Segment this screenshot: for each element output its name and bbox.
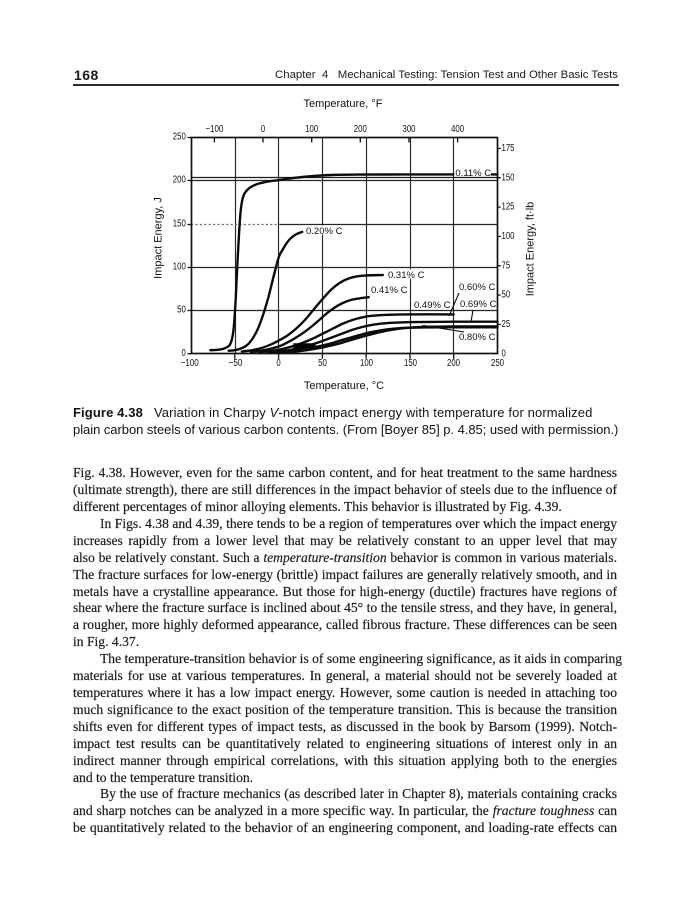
svg-text:200: 200 <box>447 358 460 369</box>
svg-text:100: 100 <box>360 358 373 369</box>
svg-text:Impact Energy, J: Impact Energy, J <box>152 197 164 279</box>
svg-text:0.60% C: 0.60% C <box>459 282 496 293</box>
svg-text:0.69% C: 0.69% C <box>460 299 497 310</box>
svg-text:0: 0 <box>261 124 266 135</box>
svg-text:25: 25 <box>502 319 511 330</box>
svg-text:0: 0 <box>502 348 507 359</box>
svg-text:0.80% C: 0.80% C <box>459 332 496 343</box>
svg-text:0.11% C: 0.11% C <box>455 168 491 179</box>
svg-text:0.20% C: 0.20% C <box>306 226 343 237</box>
svg-text:200: 200 <box>173 175 186 186</box>
svg-text:100: 100 <box>173 262 186 273</box>
svg-text:125: 125 <box>502 202 515 213</box>
svg-text:400: 400 <box>451 124 464 135</box>
svg-text:100: 100 <box>305 124 318 135</box>
svg-text:−100: −100 <box>205 124 223 135</box>
svg-text:Temperature, °C: Temperature, °C <box>304 380 384 392</box>
svg-text:150: 150 <box>173 219 186 230</box>
svg-text:−50: −50 <box>229 358 243 369</box>
svg-text:50: 50 <box>177 305 186 316</box>
svg-text:0.41% C: 0.41% C <box>371 285 408 296</box>
svg-text:250: 250 <box>491 358 504 369</box>
svg-text:100: 100 <box>502 231 515 242</box>
svg-text:Impact Energy, ft·lb: Impact Energy, ft·lb <box>524 202 536 297</box>
svg-text:75: 75 <box>502 260 511 271</box>
svg-text:175: 175 <box>502 143 515 154</box>
svg-text:150: 150 <box>502 172 515 183</box>
svg-text:50: 50 <box>502 290 511 301</box>
svg-text:250: 250 <box>173 132 186 143</box>
svg-text:200: 200 <box>354 124 367 135</box>
svg-text:−100: −100 <box>181 358 199 369</box>
svg-text:0: 0 <box>182 348 187 359</box>
svg-text:300: 300 <box>403 124 416 135</box>
svg-text:0.49% C: 0.49% C <box>414 300 451 311</box>
svg-text:0.31% C: 0.31% C <box>388 270 425 281</box>
svg-text:Temperature, °F: Temperature, °F <box>304 98 383 110</box>
svg-text:150: 150 <box>404 358 417 369</box>
svg-text:0: 0 <box>276 358 281 369</box>
svg-text:50: 50 <box>318 358 327 369</box>
